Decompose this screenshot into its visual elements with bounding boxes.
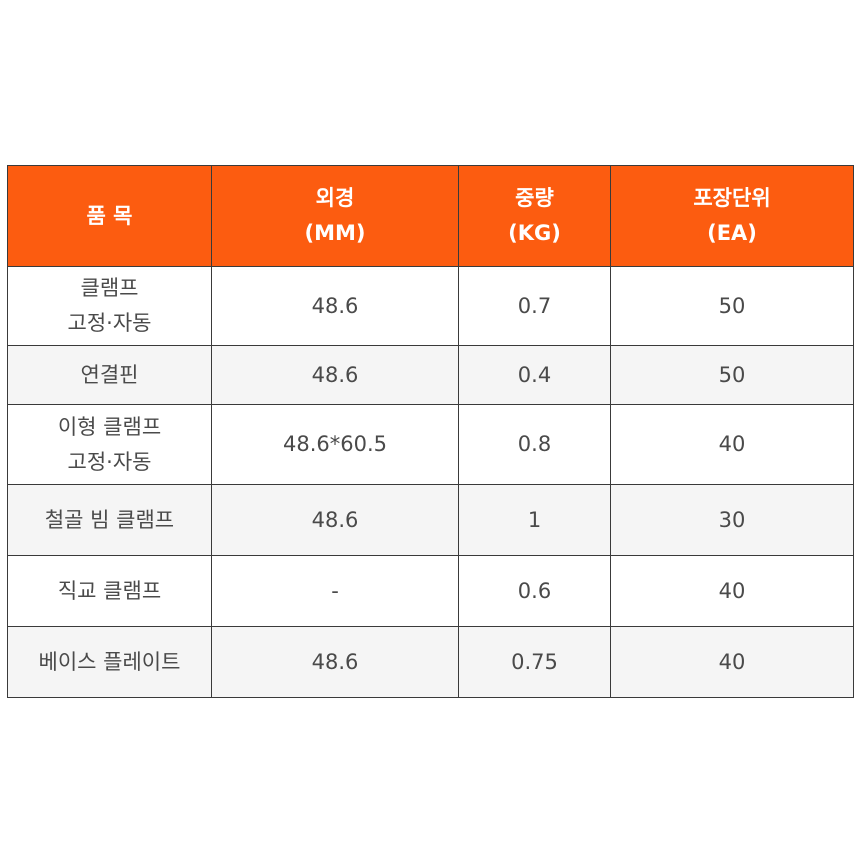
item-name-line1: 이형 클램프 (57, 414, 162, 439)
item-name-cell: 클램프 고정·자동 (7, 266, 212, 346)
item-name-cell: 이형 클램프 고정·자동 (7, 404, 212, 485)
table-row: 연결핀 48.6 0.4 50 (7, 345, 854, 405)
table-header-row: 품 목 외경 (MM) 중량 (KG) 포장단위 (EA) (7, 165, 854, 267)
table-row: 클램프 고정·자동 48.6 0.7 50 (7, 266, 854, 346)
item-name-line1: 클램프 (80, 276, 139, 300)
package-unit-cell: 50 (610, 345, 854, 405)
header-weight-unit: (KG) (508, 221, 561, 245)
header-weight: 중량 (KG) (458, 165, 611, 267)
diameter-cell: 48.6 (211, 626, 459, 698)
table-row: 이형 클램프 고정·자동 48.6*60.5 0.8 40 (7, 404, 854, 485)
item-name-cell: 베이스 플레이트 (7, 626, 212, 698)
item-name-cell: 철골 빔 클램프 (7, 484, 212, 556)
header-item-label: 품 목 (86, 203, 133, 228)
diameter-cell: 48.6*60.5 (211, 404, 459, 485)
weight-cell: 0.6 (458, 555, 611, 627)
table-row: 철골 빔 클램프 48.6 1 30 (7, 484, 854, 556)
weight-cell: 0.8 (458, 404, 611, 485)
weight-cell: 0.4 (458, 345, 611, 405)
package-unit-cell: 40 (610, 626, 854, 698)
header-weight-label: 중량 (515, 186, 554, 210)
diameter-cell: 48.6 (211, 345, 459, 405)
weight-cell: 1 (458, 484, 611, 556)
header-item: 품 목 (7, 165, 212, 267)
item-name-line1: 연결핀 (80, 362, 139, 387)
package-unit-cell: 40 (610, 404, 854, 485)
item-name-line2: 고정·자동 (67, 449, 152, 474)
item-name-line1: 베이스 플레이트 (38, 649, 181, 674)
product-spec-table: 품 목 외경 (MM) 중량 (KG) 포장단위 (EA) 클램프 고정·자동 … (7, 165, 854, 698)
header-diameter-label: 외경 (315, 186, 355, 210)
item-name-line1: 직교 클램프 (57, 578, 162, 603)
item-name-line2: 고정·자동 (67, 311, 152, 335)
item-name-line1: 철골 빔 클램프 (44, 507, 175, 532)
package-unit-cell: 30 (610, 484, 854, 556)
header-package-unit: 포장단위 (EA) (610, 165, 854, 267)
header-diameter: 외경 (MM) (211, 165, 459, 267)
package-unit-cell: 50 (610, 266, 854, 346)
weight-cell: 0.7 (458, 266, 611, 346)
header-package-unit-unit: (EA) (707, 221, 757, 245)
diameter-cell: 48.6 (211, 484, 459, 556)
package-unit-cell: 40 (610, 555, 854, 627)
weight-cell: 0.75 (458, 626, 611, 698)
header-diameter-unit: (MM) (304, 221, 366, 245)
item-name-cell: 연결핀 (7, 345, 212, 405)
header-package-unit-label: 포장단위 (693, 186, 771, 210)
table-row: 베이스 플레이트 48.6 0.75 40 (7, 626, 854, 698)
item-name-cell: 직교 클램프 (7, 555, 212, 627)
diameter-cell: - (211, 555, 459, 627)
diameter-cell: 48.6 (211, 266, 459, 346)
table-row: 직교 클램프 - 0.6 40 (7, 555, 854, 627)
